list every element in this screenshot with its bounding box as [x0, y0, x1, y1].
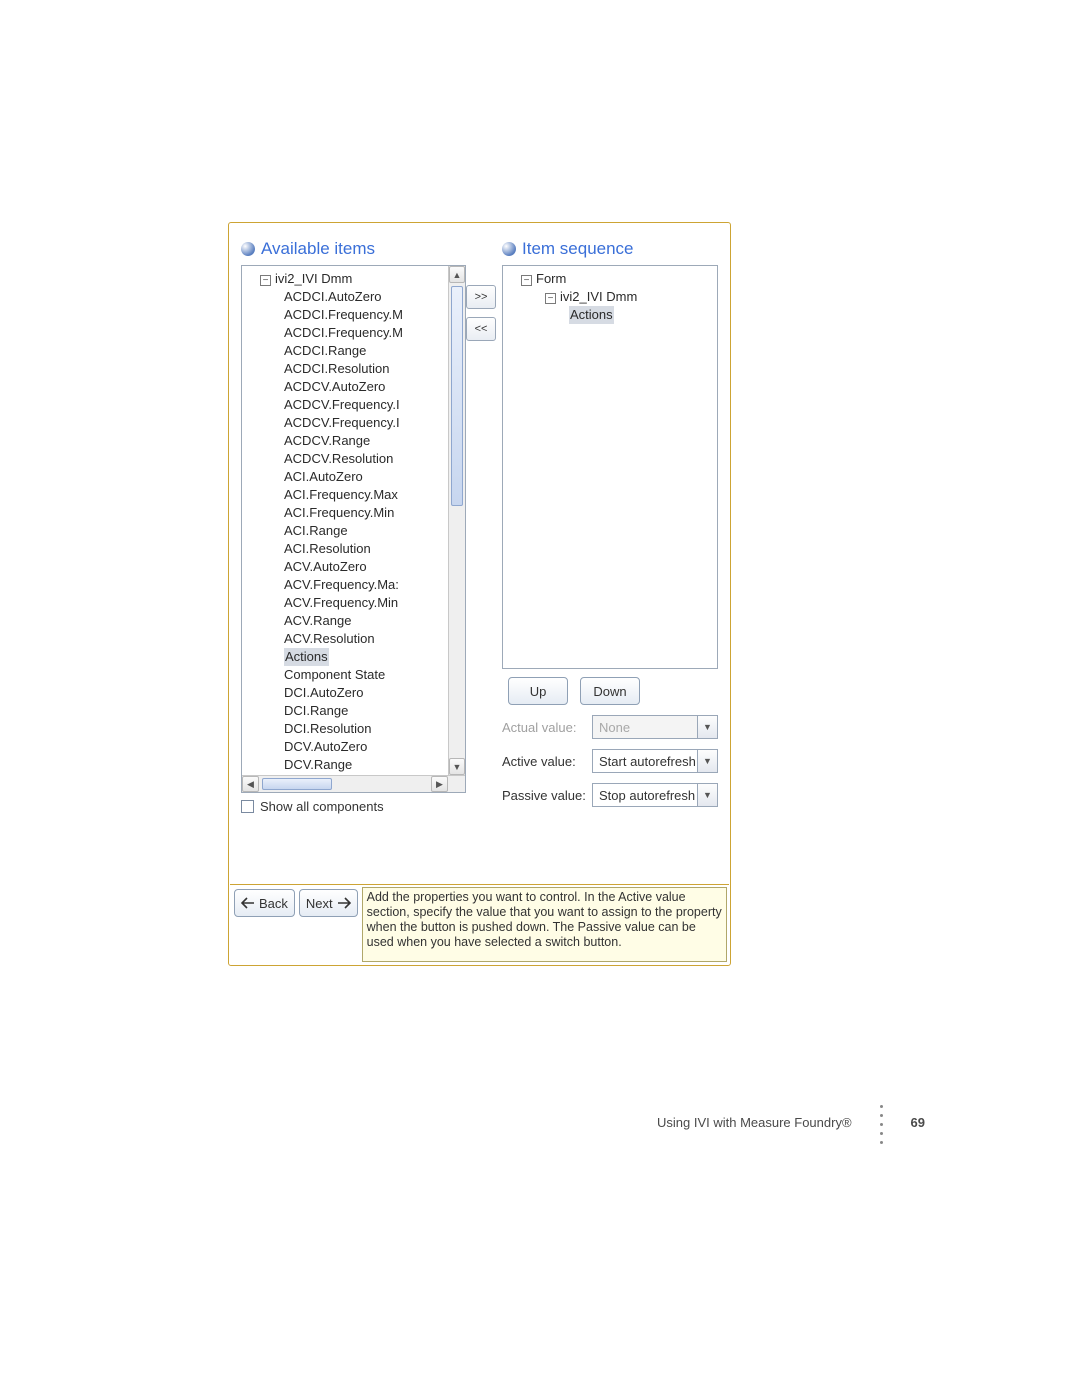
tree-item[interactable]: ACDCI.Frequency.M — [248, 324, 447, 342]
collapse-icon[interactable]: − — [545, 293, 556, 304]
tree-item[interactable]: ACDCV.Frequency.I — [248, 396, 447, 414]
tree-item[interactable]: ACV.Frequency.Ma: — [248, 576, 447, 594]
tree-root[interactable]: −ivi2_IVI Dmm — [248, 270, 447, 288]
tree-item[interactable]: ACDCV.AutoZero — [248, 378, 447, 396]
bullet-icon — [502, 242, 516, 256]
tree-item[interactable]: DCV.Range — [248, 756, 447, 774]
tree-item[interactable]: ACV.Resolution — [248, 630, 447, 648]
available-items-title: Available items — [241, 239, 466, 259]
scroll-up-button[interactable]: ▲ — [449, 266, 465, 283]
scroll-right-button[interactable]: ▶ — [431, 776, 448, 792]
tree-item[interactable]: ACDCI.AutoZero — [248, 288, 447, 306]
remove-button[interactable]: << — [466, 317, 496, 341]
back-label: Back — [259, 896, 288, 911]
collapse-icon[interactable]: − — [260, 275, 271, 286]
add-button[interactable]: >> — [466, 285, 496, 309]
tree-item[interactable]: Component State — [248, 666, 447, 684]
arrow-right-icon — [337, 897, 351, 909]
up-button[interactable]: Up — [508, 677, 568, 705]
passive-value-combo[interactable]: Stop autorefresh ▼ — [592, 783, 718, 807]
back-button[interactable]: Back — [234, 889, 295, 917]
tree-item[interactable]: ACI.AutoZero — [248, 468, 447, 486]
tree-item[interactable]: −ivi2_IVI Dmm — [509, 288, 699, 306]
bullet-icon — [241, 242, 255, 256]
tree-item[interactable]: ACDCI.Range — [248, 342, 447, 360]
active-value-text: Start autorefresh — [599, 754, 696, 769]
active-value-combo[interactable]: Start autorefresh ▼ — [592, 749, 718, 773]
horizontal-scrollbar[interactable]: ◀ ▶ — [242, 775, 465, 792]
item-sequence-tree[interactable]: −Form−ivi2_IVI DmmActions — [502, 265, 718, 669]
passive-value-text: Stop autorefresh — [599, 788, 695, 803]
tree-item[interactable]: ACV.Range — [248, 612, 447, 630]
tree-item[interactable]: ACI.Range — [248, 522, 447, 540]
scrollbar-thumb[interactable] — [451, 286, 463, 506]
tree-item[interactable]: Actions — [509, 306, 699, 324]
available-items-label: Available items — [261, 239, 375, 259]
next-button[interactable]: Next — [299, 889, 358, 917]
chevron-down-icon: ▼ — [697, 716, 717, 738]
scroll-down-button[interactable]: ▼ — [449, 758, 465, 775]
tree-item[interactable]: ACDCV.Frequency.I — [248, 414, 447, 432]
actual-value-label: Actual value: — [502, 720, 592, 735]
tree-root[interactable]: −Form — [509, 270, 699, 288]
tree-item[interactable]: ACDCV.Resolution — [248, 450, 447, 468]
chevron-down-icon[interactable]: ▼ — [697, 750, 717, 772]
show-all-label: Show all components — [260, 799, 384, 814]
tree-item[interactable]: ACDCI.Frequency.M — [248, 306, 447, 324]
tree-item[interactable]: DCV.AutoZero — [248, 738, 447, 756]
tree-item[interactable]: DCI.Range — [248, 702, 447, 720]
help-text: Add the properties you want to control. … — [362, 887, 727, 962]
tree-item[interactable]: Actions — [248, 648, 447, 666]
collapse-icon[interactable]: − — [521, 275, 532, 286]
tree-item[interactable]: ACI.Frequency.Min — [248, 504, 447, 522]
show-all-checkbox[interactable] — [241, 800, 254, 813]
next-label: Next — [306, 896, 333, 911]
tree-item[interactable]: ACI.Frequency.Max — [248, 486, 447, 504]
page-footer: Using IVI with Measure Foundry® 69 — [657, 1103, 925, 1142]
page-number: 69 — [911, 1115, 925, 1130]
item-sequence-label: Item sequence — [522, 239, 634, 259]
chevron-down-icon[interactable]: ▼ — [697, 784, 717, 806]
scrollbar-thumb[interactable] — [262, 778, 332, 790]
actual-value-combo: None ▼ — [592, 715, 718, 739]
passive-value-label: Passive value: — [502, 788, 592, 803]
dialog-frame: Available items −ivi2_IVI DmmACDCI.AutoZ… — [228, 222, 731, 966]
tree-item[interactable]: ACV.AutoZero — [248, 558, 447, 576]
footer-dots-icon — [880, 1105, 883, 1144]
tree-item[interactable]: ACV.Frequency.Min — [248, 594, 447, 612]
scroll-left-button[interactable]: ◀ — [242, 776, 259, 792]
tree-item[interactable]: DCI.AutoZero — [248, 684, 447, 702]
footer-caption: Using IVI with Measure Foundry® — [657, 1115, 852, 1130]
vertical-scrollbar[interactable]: ▲ ▼ — [448, 266, 465, 775]
active-value-label: Active value: — [502, 754, 592, 769]
down-button[interactable]: Down — [580, 677, 640, 705]
wizard-footer: Back Next Add the properties you want to… — [230, 884, 729, 964]
tree-item[interactable]: DCI.Resolution — [248, 720, 447, 738]
actual-value-text: None — [599, 720, 630, 735]
tree-item[interactable]: ACI.Resolution — [248, 540, 447, 558]
arrow-left-icon — [241, 897, 255, 909]
tree-item[interactable]: ACDCI.Resolution — [248, 360, 447, 378]
item-sequence-title: Item sequence — [502, 239, 718, 259]
available-items-tree[interactable]: −ivi2_IVI DmmACDCI.AutoZeroACDCI.Frequen… — [241, 265, 466, 793]
tree-item[interactable]: ACDCV.Range — [248, 432, 447, 450]
